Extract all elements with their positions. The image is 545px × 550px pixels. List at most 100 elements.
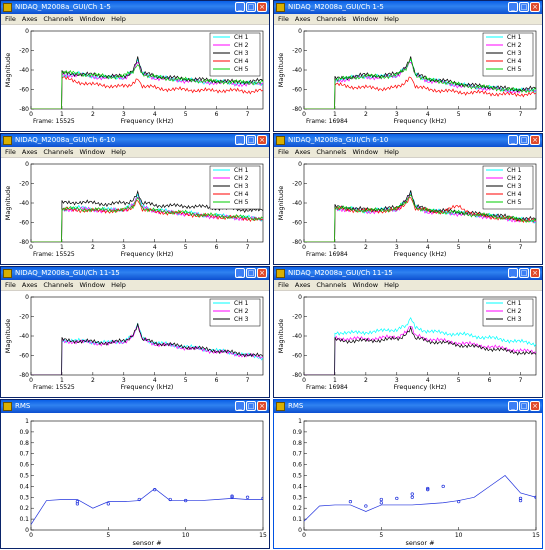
menu-window[interactable]: Window — [352, 148, 379, 156]
maximize-icon[interactable]: □ — [519, 2, 529, 12]
close-icon[interactable]: × — [530, 401, 540, 411]
legend[interactable]: CH 1CH 2CH 3CH 4CH 5 — [482, 165, 534, 210]
menu-file[interactable]: File — [5, 281, 16, 289]
title-bar[interactable]: NIDAQ_M2008a_GUI/Ch 11-15 _ □ × — [1, 267, 269, 280]
window-w3[interactable]: NIDAQ_M2008a_GUI/Ch 6-10 _ □ × File Axes Chann… — [0, 133, 270, 265]
minimize-icon[interactable]: _ — [235, 268, 245, 278]
title-bar[interactable]: RMS _ □ × — [1, 400, 269, 413]
legend-label: CH 5 — [507, 199, 522, 206]
x-tick-label: 2 — [91, 377, 95, 384]
window-w4[interactable]: NIDAQ_M2008a_GUI/Ch 6-10 _ □ × File Axes Chann… — [273, 133, 543, 265]
window-w5[interactable]: NIDAQ_M2008a_GUI/Ch 11-15 _ □ × File Axes Chan… — [0, 266, 270, 398]
x-tick-label: 6 — [488, 244, 492, 251]
title-bar[interactable]: NIDAQ_M2008a_GUI/Ch 1-5 _ □ × — [274, 1, 542, 14]
close-icon[interactable]: × — [257, 268, 267, 278]
legend-label: CH 4 — [234, 58, 249, 65]
maximize-icon[interactable]: □ — [246, 401, 256, 411]
menu-window[interactable]: Window — [79, 281, 106, 289]
plot-area: 0 -20 -40 -60 -80 0 1 2 3 4 5 6 7 Frequency (kHz) Magn… — [274, 25, 542, 131]
y-tick-label: -80 — [19, 372, 29, 379]
close-icon[interactable]: × — [530, 135, 540, 145]
x-tick-label: 5 — [106, 532, 110, 539]
menu-help[interactable]: Help — [111, 281, 126, 289]
window-w6[interactable]: NIDAQ_M2008a_GUI/Ch 11-15 _ □ × File Axes Chan… — [273, 266, 543, 398]
menu-file[interactable]: File — [5, 15, 16, 23]
minimize-icon[interactable]: _ — [508, 268, 518, 278]
legend-label: CH 2 — [234, 308, 249, 315]
legend[interactable]: CH 1CH 2CH 3 — [482, 298, 534, 327]
menu-window[interactable]: Window — [79, 148, 106, 156]
legend-label: CH 1 — [234, 167, 249, 174]
minimize-icon[interactable]: _ — [235, 401, 245, 411]
menu-axes[interactable]: Axes — [21, 148, 38, 156]
y-tick-label: 0 — [25, 527, 29, 534]
y-tick-label: -40 — [292, 333, 302, 340]
menu-channels[interactable]: Channels — [316, 148, 347, 156]
maximize-icon[interactable]: □ — [519, 401, 529, 411]
window-w7[interactable]: RMS _ □ × 0 0.1 0.2 0.3 0.4 0.5 0.6 0.7 0.8 0.9 1 0 5 10 1… — [0, 399, 270, 549]
window-w8[interactable]: RMS _ □ × 0 0.1 0.2 0.3 0.4 0.5 0.6 0.7 0.8 0.9 1 0 5 10 1… — [273, 399, 543, 549]
menu-channels[interactable]: Channels — [43, 281, 74, 289]
menu-window[interactable]: Window — [79, 15, 106, 23]
menu-help[interactable]: Help — [384, 15, 399, 23]
menu-axes[interactable]: Axes — [294, 15, 311, 23]
close-icon[interactable]: × — [257, 2, 267, 12]
frame-counter: Frame: 16984 — [306, 118, 348, 125]
window-w2[interactable]: NIDAQ_M2008a_GUI/Ch 1-5 _ □ × File Axes Channe… — [273, 0, 543, 132]
menu-axes[interactable]: Axes — [294, 281, 311, 289]
title-bar[interactable]: NIDAQ_M2008a_GUI/Ch 1-5 _ □ × — [1, 1, 269, 14]
menu-file[interactable]: File — [5, 148, 16, 156]
close-icon[interactable]: × — [530, 2, 540, 12]
close-icon[interactable]: × — [257, 401, 267, 411]
legend[interactable]: CH 1CH 2CH 3 — [209, 298, 261, 327]
maximize-icon[interactable]: □ — [246, 135, 256, 145]
menu-file[interactable]: File — [278, 15, 289, 23]
menu-window[interactable]: Window — [352, 281, 379, 289]
minimize-icon[interactable]: _ — [508, 135, 518, 145]
window-title: RMS — [15, 402, 31, 410]
maximize-icon[interactable]: □ — [246, 268, 256, 278]
menu-help[interactable]: Help — [111, 148, 126, 156]
menu-axes[interactable]: Axes — [294, 148, 311, 156]
legend-label: CH 4 — [507, 58, 522, 65]
menu-axes[interactable]: Axes — [21, 15, 38, 23]
series-line-ch5 — [31, 197, 263, 242]
title-bar[interactable]: NIDAQ_M2008a_GUI/Ch 11-15 _ □ × — [274, 267, 542, 280]
x-tick-label: 6 — [488, 377, 492, 384]
menu-window[interactable]: Window — [352, 15, 379, 23]
plot-area: 0 -20 -40 -60 -80 0 1 2 3 4 5 6 7 Frequency (kHz) Magn… — [274, 291, 542, 397]
menu-channels[interactable]: Channels — [43, 15, 74, 23]
minimize-icon[interactable]: _ — [508, 401, 518, 411]
window-title: NIDAQ_M2008a_GUI/Ch 6-10 — [15, 136, 116, 144]
window-w1[interactable]: NIDAQ_M2008a_GUI/Ch 1-5 _ □ × File Axes Channe… — [0, 0, 270, 132]
title-bar[interactable]: RMS _ □ × — [274, 400, 542, 413]
menu-file[interactable]: File — [278, 148, 289, 156]
menu-help[interactable]: Help — [111, 15, 126, 23]
title-bar[interactable]: NIDAQ_M2008a_GUI/Ch 6-10 _ □ × — [1, 134, 269, 147]
window-title: NIDAQ_M2008a_GUI/Ch 11-15 — [288, 269, 393, 277]
title-bar[interactable]: NIDAQ_M2008a_GUI/Ch 6-10 _ □ × — [274, 134, 542, 147]
legend[interactable]: CH 1CH 2CH 3CH 4CH 5 — [482, 32, 534, 77]
maximize-icon[interactable]: □ — [519, 135, 529, 145]
x-axis-label: Frequency (kHz) — [121, 117, 174, 125]
minimize-icon[interactable]: _ — [235, 2, 245, 12]
rms-data-point — [364, 504, 368, 508]
menu-channels[interactable]: Channels — [43, 148, 74, 156]
maximize-icon[interactable]: □ — [246, 2, 256, 12]
legend[interactable]: CH 1CH 2CH 3CH 4CH 5 — [209, 165, 261, 210]
menu-help[interactable]: Help — [384, 281, 399, 289]
close-icon[interactable]: × — [257, 135, 267, 145]
maximize-icon[interactable]: □ — [519, 268, 529, 278]
menu-channels[interactable]: Channels — [316, 281, 347, 289]
menu-axes[interactable]: Axes — [21, 281, 38, 289]
menu-channels[interactable]: Channels — [316, 15, 347, 23]
menu-file[interactable]: File — [278, 281, 289, 289]
legend[interactable]: CH 1CH 2CH 3CH 4CH 5 — [209, 32, 261, 77]
y-tick-label: 0.4 — [19, 483, 29, 490]
minimize-icon[interactable]: _ — [235, 135, 245, 145]
close-icon[interactable]: × — [530, 268, 540, 278]
y-tick-label: -40 — [19, 67, 29, 74]
menu-help[interactable]: Help — [384, 148, 399, 156]
minimize-icon[interactable]: _ — [508, 2, 518, 12]
